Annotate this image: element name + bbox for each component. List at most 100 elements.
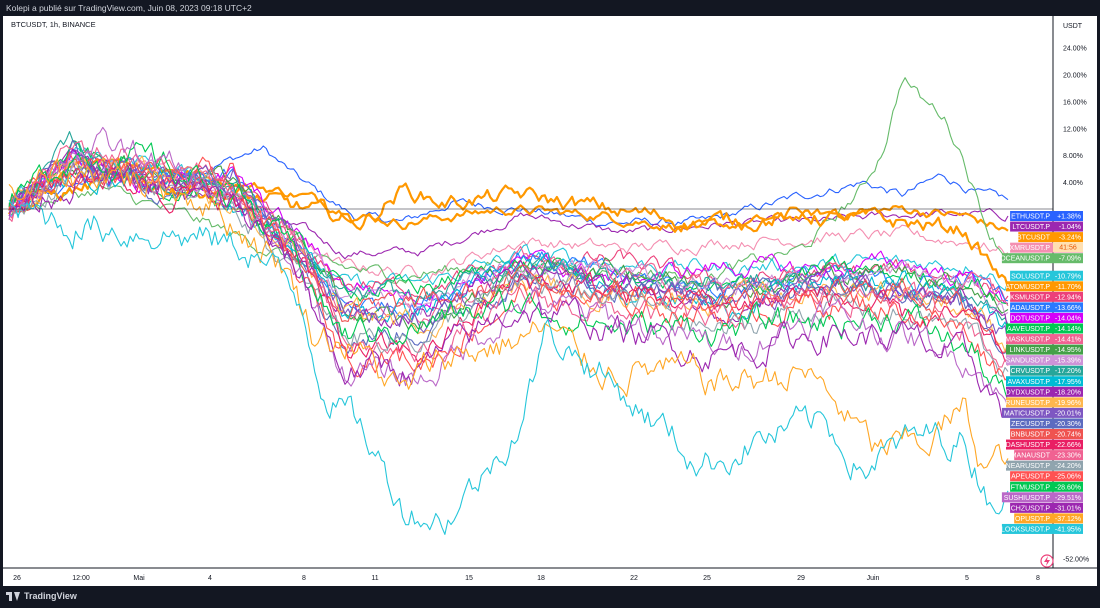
series-label-name: NEARUSDT.P: [1006, 463, 1051, 470]
series-label[interactable]: DASHUSDT.P -22.66%: [1006, 439, 1083, 450]
series-line-zecusdt-p[interactable]: [8, 140, 1009, 354]
series-label[interactable]: LINKUSDT.P -14.95%: [1006, 344, 1083, 355]
series-label-name: ADAUSDT.P: [1011, 305, 1051, 312]
series-label[interactable]: MASKUSDT.P -14.41%: [1005, 334, 1083, 345]
series-label-name: ETHUSDT.P: [1011, 214, 1050, 221]
series-label-name: ZECUSDT.P: [1011, 421, 1050, 428]
series-line-dashusdt-p[interactable]: [8, 167, 1009, 363]
series-label[interactable]: ADAUSDT.P -13.66%: [1010, 302, 1083, 313]
series-label-value: -19.96%: [1055, 400, 1081, 407]
series-label[interactable]: KSMUSDT.P -12.94%: [1010, 291, 1083, 302]
series-label-name: CRVUSDT.P: [1010, 368, 1050, 375]
series-label-value: -7.09%: [1059, 256, 1081, 263]
x-tick-label: Mai: [133, 575, 145, 582]
series-label[interactable]: MANAUSDT -23.30%: [1011, 450, 1083, 461]
price-countdown-tag: 41:56: [1053, 242, 1083, 253]
x-tick-label: 5: [965, 575, 969, 582]
series-label[interactable]: DOTUSDT.P -14.04%: [1010, 312, 1083, 323]
series-label-value: -12.94%: [1055, 294, 1081, 301]
series-label[interactable]: BNBUSDT.P -20.74%: [1010, 429, 1083, 439]
x-tick-label: 15: [465, 575, 473, 582]
y-tick-label: 20.00%: [1063, 73, 1087, 80]
x-tick-label: 4: [208, 575, 212, 582]
series-label-value: -11.70%: [1055, 284, 1081, 291]
series-label-value: -22.66%: [1055, 442, 1081, 449]
series-label[interactable]: MATICUSDT.P -20.01%: [1001, 407, 1083, 418]
series-label[interactable]: AVAXUSDT.P -17.95%: [1006, 376, 1083, 387]
series-label-name: DOTUSDT.P: [1010, 315, 1050, 322]
series-label-name: RUNEUSDT.P: [1005, 400, 1050, 407]
series-label[interactable]: SANDUSDT.P -15.39%: [1006, 355, 1083, 366]
series-label[interactable]: CRVUSDT.P -17.20%: [1010, 365, 1083, 376]
series-line-bnbusdt-p[interactable]: [8, 156, 1009, 353]
series-label[interactable]: OCEANUSDT.P -7.09%: [1000, 253, 1083, 264]
series-label-name: OPUSDT.P: [1015, 516, 1050, 523]
series-label-value: -25.06%: [1055, 474, 1081, 481]
series-label-value: -20.01%: [1055, 410, 1081, 417]
series-line-opusdt-p[interactable]: [8, 158, 1009, 469]
series-label-name: XMRUSDT.P: [1010, 245, 1051, 252]
series-label-name: SOLUSDT.P: [1011, 273, 1050, 280]
series-label-name: LOOKSUSDT.P: [1001, 526, 1050, 533]
series-label-name: BNBUSDT.P: [1011, 432, 1051, 439]
series-label-value: -31.01%: [1055, 505, 1081, 512]
chart-area[interactable]: USDT 24.00% 20.00% 16.00% 12.00% 8.00% 4.00% -5…: [3, 16, 1097, 586]
chart-svg[interactable]: USDT 24.00% 20.00% 16.00% 12.00% 8.00% 4.00% -5…: [3, 16, 1097, 586]
series-label-value: -41.95%: [1055, 526, 1081, 533]
series-line-ltcusdt-p[interactable]: [8, 148, 1009, 260]
series-label[interactable]: AAVEUSDT.P -14.14%: [1006, 323, 1083, 334]
series-label[interactable]: LOOKSUSDT.P -41.95%: [1001, 523, 1083, 534]
published-by-bar: Kolepi a publié sur TradingView.com, Jui…: [0, 0, 1100, 16]
series-label-value: -3.24%: [1059, 235, 1081, 242]
series-label-name: KSMUSDT.P: [1010, 294, 1050, 301]
series-label-value: -28.60%: [1055, 484, 1081, 491]
footer-bar: TradingView: [0, 586, 1100, 608]
series-label[interactable]: CHZUSDT.P -31.01%: [1010, 502, 1083, 513]
series-label-value: -17.95%: [1055, 379, 1081, 386]
series-label-name: ATOMUSDT.P: [1006, 284, 1051, 291]
series-line-sushiusdt-p[interactable]: [8, 126, 1009, 408]
series-label-name: LINKUSDT.P: [1010, 347, 1051, 354]
series-label[interactable]: LTCUSDT.P -1.04%: [1010, 221, 1083, 232]
series-line-looksusdt-p[interactable]: [8, 199, 1009, 535]
lightning-icon[interactable]: [1040, 554, 1054, 568]
series-line-chzusdt-p[interactable]: [8, 162, 1009, 418]
series-label-value: -20.74%: [1055, 432, 1081, 439]
series-label[interactable]: OPUSDT.P -37.12%: [1014, 513, 1083, 524]
x-tick-label: 8: [1036, 575, 1040, 582]
series-label-name: DASHUSDT.P: [1006, 442, 1051, 449]
series-line-atomusdt-p[interactable]: [8, 170, 1010, 288]
series-label[interactable]: RUNEUSDT.P -19.96%: [1005, 397, 1083, 408]
series-line-manausdt[interactable]: [8, 140, 1009, 368]
series-label[interactable]: NEARUSDT.P -24.20%: [1006, 460, 1083, 471]
series-label[interactable]: SOLUSDT.P -10.79%: [1010, 270, 1083, 281]
axis-currency-label: USDT: [1063, 23, 1083, 30]
series-label-name: MASKUSDT.P: [1005, 337, 1050, 344]
series-label[interactable]: ETHUSDT.P +1.38%: [1010, 211, 1083, 221]
series-label[interactable]: ATOMUSDT.P -11.70%: [1006, 281, 1083, 292]
series-label[interactable]: ZECUSDT.P -20.30%: [1010, 418, 1083, 429]
series-label[interactable]: BTCUSDT -3.24%: [1017, 232, 1083, 243]
series-label-value: -14.95%: [1055, 347, 1081, 354]
price-countdown-text: 41:56: [1059, 245, 1077, 252]
x-tick-label: 8: [302, 575, 306, 582]
series-label-name: MATICUSDT.P: [1004, 410, 1050, 417]
series-label[interactable]: DYDXUSDT.P -18.20%: [1006, 386, 1083, 397]
series-label[interactable]: SUSHIUSDT.P -29.51%: [1001, 492, 1083, 503]
series-label-value: -1.04%: [1059, 224, 1081, 231]
x-tick-label: Juin: [867, 575, 880, 582]
series-line-dydxusdt-p[interactable]: [8, 149, 1009, 332]
series-label-value: -17.20%: [1055, 368, 1081, 375]
series-label-name: AVAXUSDT.P: [1007, 379, 1050, 386]
series-label-name: BTCUSDT: [1017, 235, 1051, 242]
tradingview-logo[interactable]: TradingView: [6, 591, 77, 601]
series-line-ftmusdt-p[interactable]: [8, 141, 1009, 402]
series-label-value: -24.20%: [1055, 463, 1081, 470]
series-label-name: LTCUSDT.P: [1012, 224, 1050, 231]
tradingview-logo-icon: [6, 591, 20, 601]
series-label[interactable]: FTMUSDT.P -28.60%: [1010, 481, 1083, 492]
y-tick-label: 16.00%: [1063, 99, 1087, 106]
series-label-value: +1.38%: [1057, 214, 1081, 221]
series-label[interactable]: APEUSDT.P -25.06%: [1010, 471, 1083, 482]
series-line-crvusdt-p[interactable]: [8, 131, 1009, 325]
